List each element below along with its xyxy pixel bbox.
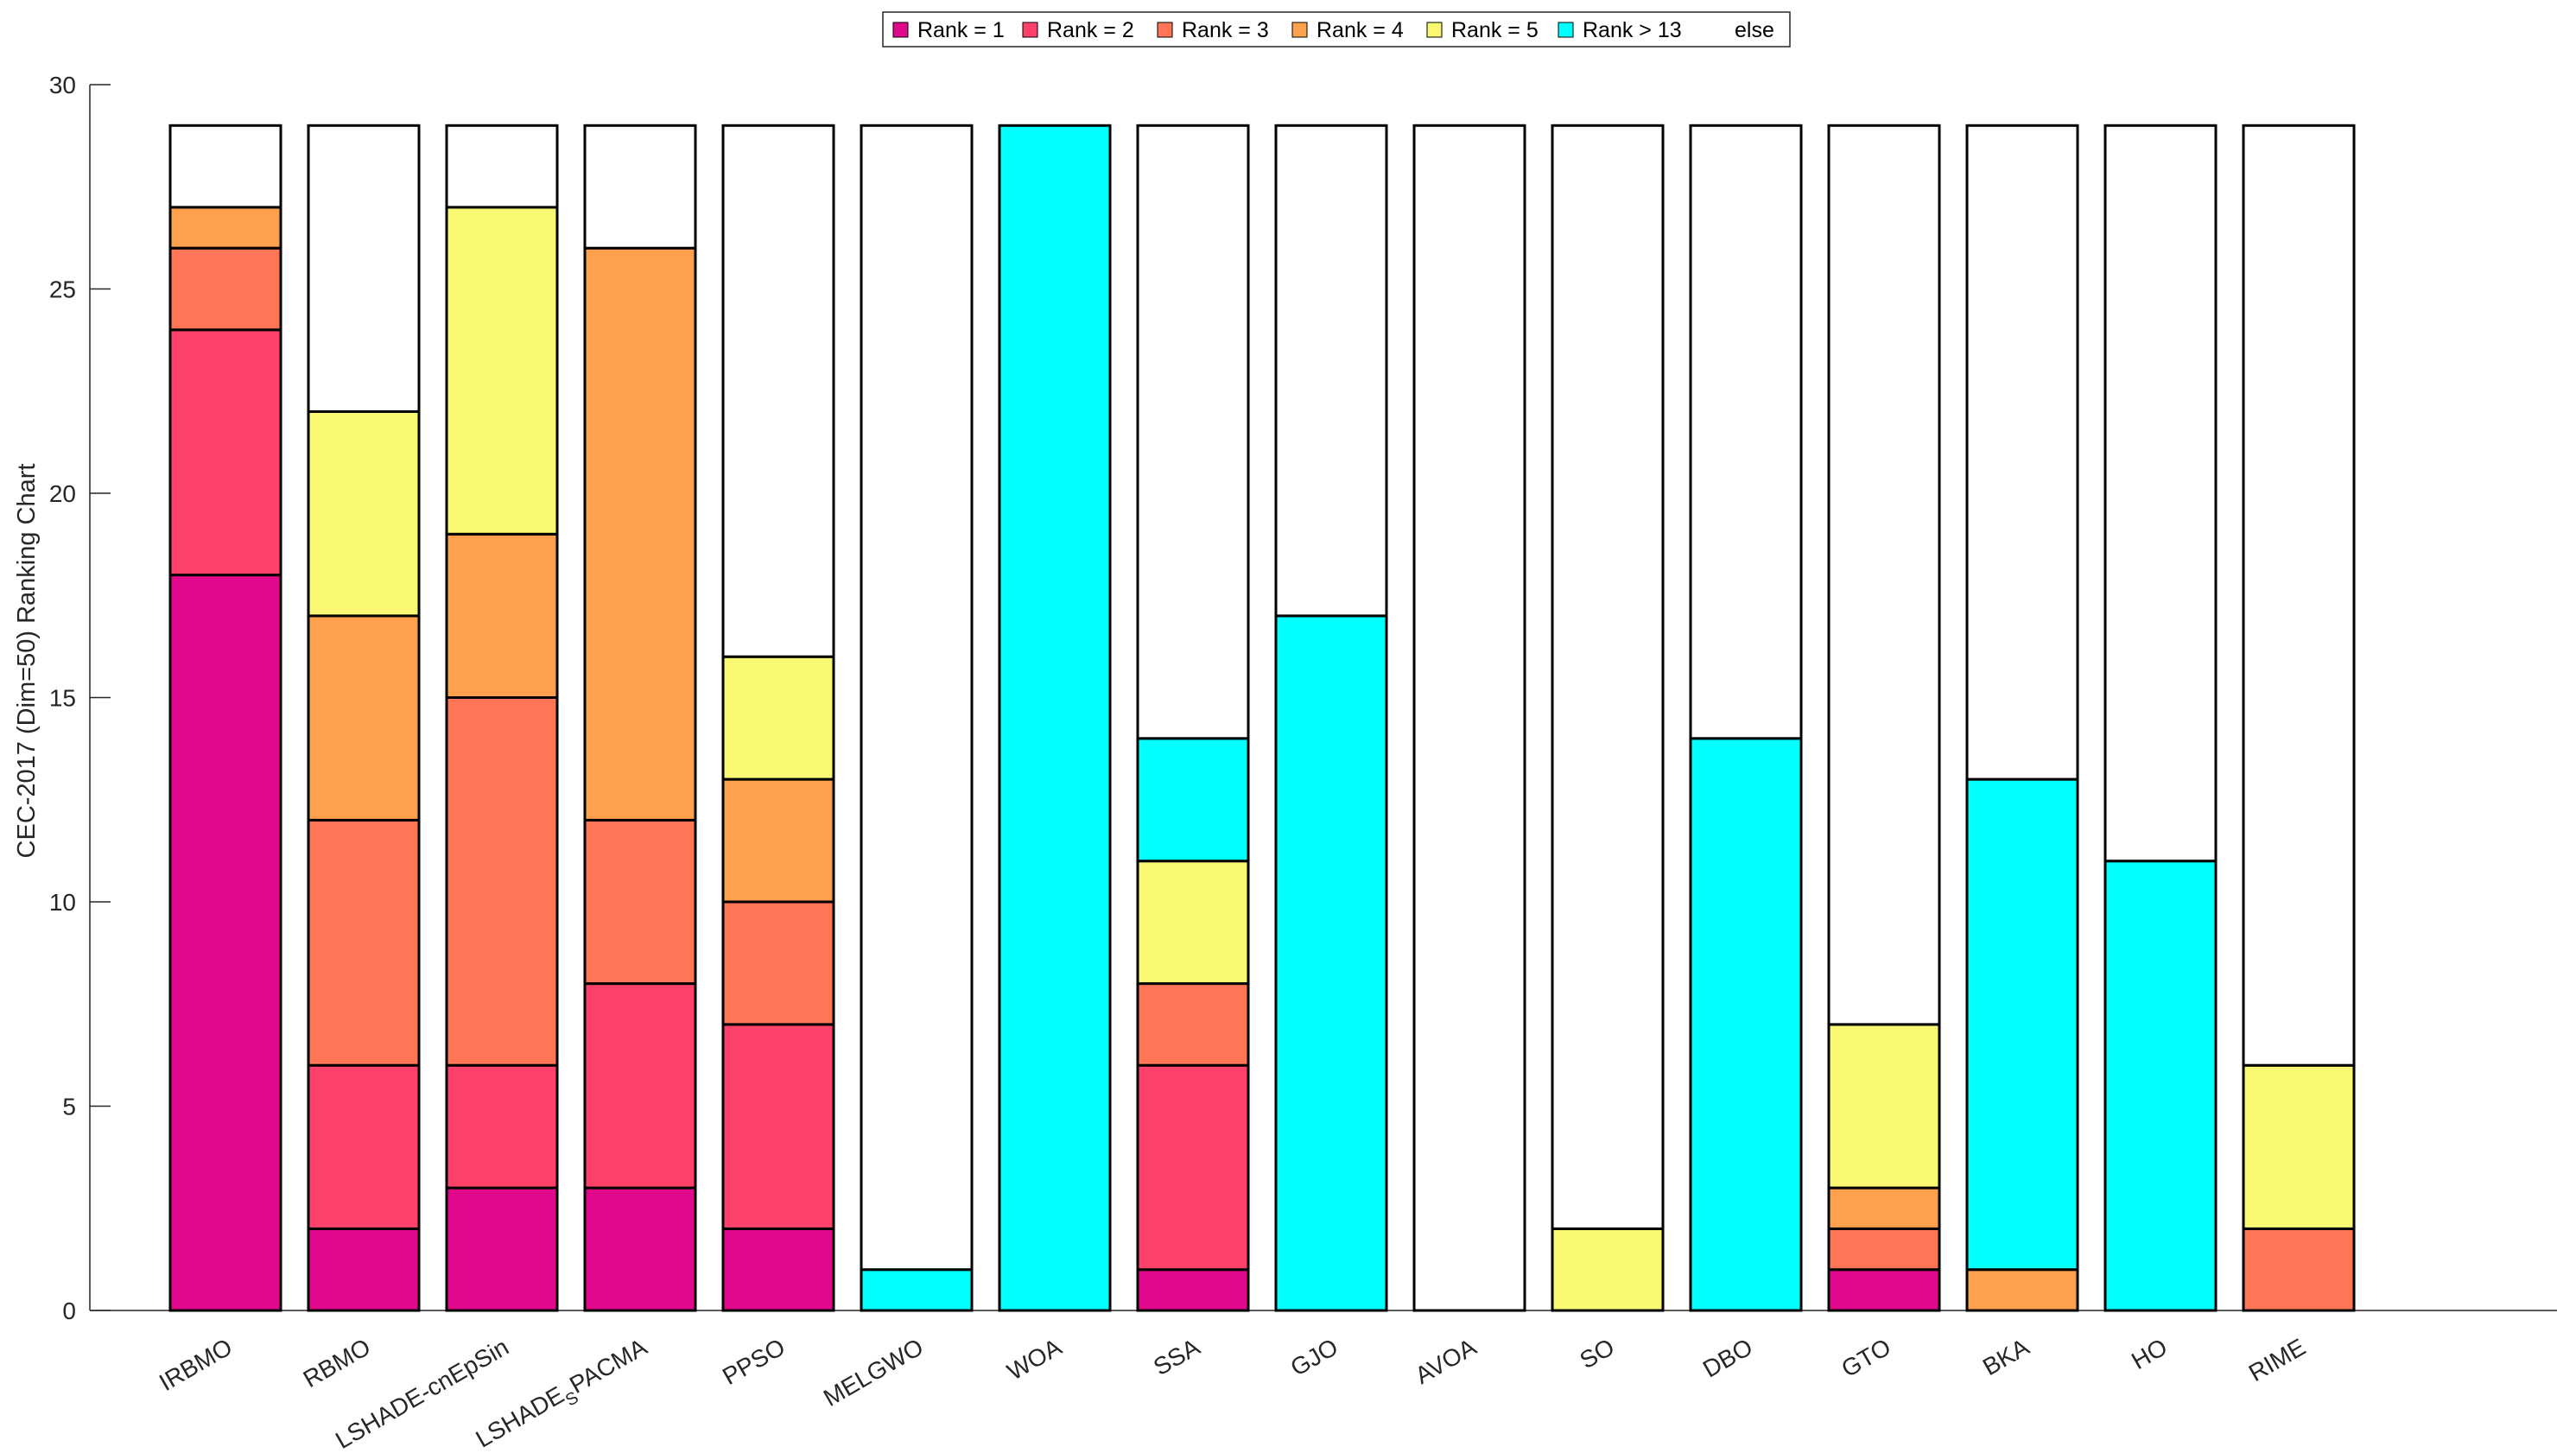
bar-lshade-cnepsin-rank-3 [445,696,559,1067]
bar-rbmo-rank-3 [307,818,421,1067]
legend-swatch-rank-1 [892,22,909,38]
legend-swatch-rank-gt-13 [1558,22,1574,38]
x-tick-label-ssa: SSA [1149,1333,1204,1380]
bar-rbmo-else [307,124,421,413]
x-tick-label-gto: GTO [1837,1333,1895,1382]
bar-lshade-spacma-rank-1 [583,1186,697,1312]
bar-so-else [1551,124,1665,1230]
bar-irbmo-rank-1 [168,574,282,1312]
bar-gto-rank-3 [1827,1227,1941,1272]
x-tick-label-woa: WOA [1003,1333,1067,1385]
x-tick-label-rime: RIME [2244,1333,2310,1386]
bar-ppso-rank-1 [721,1227,835,1312]
x-tick-label-bka: BKA [1978,1333,2034,1380]
bar-rime-rank-5 [2242,1063,2356,1230]
bar-lshade-cnepsin-rank-5 [445,206,559,536]
bar-avoa-else [1412,124,1526,1312]
bar-ppso-rank-2 [721,1023,835,1230]
bar-lshade-spacma-else [583,124,697,250]
x-tick-label-avoa: AVOA [1411,1333,1481,1389]
legend-label-rank-3: Rank = 3 [1182,18,1269,42]
bar-so-rank-5 [1551,1227,1665,1312]
bar-irbmo-rank-4 [168,206,282,250]
bar-rime-rank-3 [2242,1227,2356,1312]
bar-ho-else [2103,124,2218,863]
bar-bka-else [1965,124,2079,781]
bar-ho-rank-gt-13 [2103,860,2218,1312]
legend-label-else: else [1735,18,1774,42]
bar-lshade-cnepsin-rank-1 [445,1186,559,1312]
bar-gto-rank-4 [1827,1186,1941,1230]
bar-dbo-else [1689,124,1803,740]
y-tick-label-30: 30 [49,72,76,98]
bar-lshade-spacma-rank-2 [583,982,697,1190]
bar-ssa-rank-2 [1136,1063,1250,1272]
bar-ppso-else [721,124,835,658]
x-tick-label-ho: HO [2127,1333,2172,1374]
bar-rbmo-rank-2 [307,1063,421,1230]
legend-swatch-rank-2 [1022,22,1038,38]
legend: Rank = 1 Rank = 2 Rank = 3 Rank = 4 Rank = 5… [882,11,1791,48]
y-tick-label-25: 25 [49,276,76,303]
bar-ssa-rank-gt-13 [1136,737,1250,863]
x-tick-label-rbmo: RBMO [299,1333,375,1393]
bar-dbo-rank-gt-13 [1689,737,1803,1312]
bar-irbmo-else [168,124,282,209]
bar-gjo-rank-gt-13 [1274,614,1388,1312]
bar-irbmo-rank-3 [168,246,282,332]
bar-gto-else [1827,124,1941,1026]
y-tick-label-20: 20 [49,480,76,507]
bars-layer [168,124,2356,1312]
bar-ssa-rank-1 [1136,1268,1250,1312]
bar-rbmo-rank-4 [307,614,421,822]
legend-swatch-rank-5 [1426,22,1443,38]
bar-woa-rank-gt-13 [998,124,1112,1312]
bar-ppso-rank-5 [721,655,835,781]
bar-lshade-spacma-rank-4 [583,246,697,822]
bar-melgwo-else [860,124,974,1272]
y-tick-label-5: 5 [62,1094,76,1120]
legend-label-rank-gt-13: Rank > 13 [1583,18,1682,42]
legend-label-rank-2: Rank = 2 [1047,18,1134,42]
bar-ppso-rank-3 [721,900,835,1026]
bar-lshade-cnepsin-rank-4 [445,532,559,699]
x-tick-label-dbo: DBO [1698,1333,1757,1382]
bar-rbmo-rank-1 [307,1227,421,1312]
bar-ppso-rank-4 [721,777,835,904]
bar-rbmo-rank-5 [307,409,421,618]
x-tick-label-so: SO [1575,1333,1619,1374]
x-tick-label-melgwo: MELGWO [819,1333,928,1412]
bar-bka-rank-4 [1965,1268,2079,1312]
bar-ssa-else [1136,124,1250,740]
bar-gjo-else [1274,124,1388,618]
bar-ssa-rank-3 [1136,982,1250,1067]
bar-lshade-cnepsin-rank-2 [445,1063,559,1190]
legend-swatch-rank-4 [1291,22,1308,38]
bar-gto-rank-1 [1827,1268,1941,1312]
bar-gto-rank-5 [1827,1023,1941,1190]
y-tick-label-10: 10 [49,889,76,916]
bar-melgwo-rank-gt-13 [860,1268,974,1312]
bar-lshade-cnepsin-else [445,124,559,209]
x-tick-label-ppso: PPSO [718,1333,790,1390]
y-tick-label-0: 0 [62,1298,76,1324]
bar-ssa-rank-5 [1136,860,1250,986]
legend-label-rank-1: Rank = 1 [917,18,1005,42]
legend-label-rank-5: Rank = 5 [1451,18,1539,42]
legend-label-rank-4: Rank = 4 [1317,18,1404,42]
x-tick-label-irbmo: IRBMO [155,1333,237,1396]
legend-swatch-rank-3 [1157,22,1173,38]
bar-irbmo-rank-2 [168,328,282,577]
x-tick-label-gjo: GJO [1286,1333,1342,1381]
bar-rime-else [2242,124,2356,1067]
y-tick-label-15: 15 [49,685,76,712]
bar-bka-rank-gt-13 [1965,777,2079,1272]
y-axis-label: CEC-2017 (Dim=50) Ranking Chart [13,464,41,859]
bar-lshade-spacma-rank-3 [583,818,697,986]
